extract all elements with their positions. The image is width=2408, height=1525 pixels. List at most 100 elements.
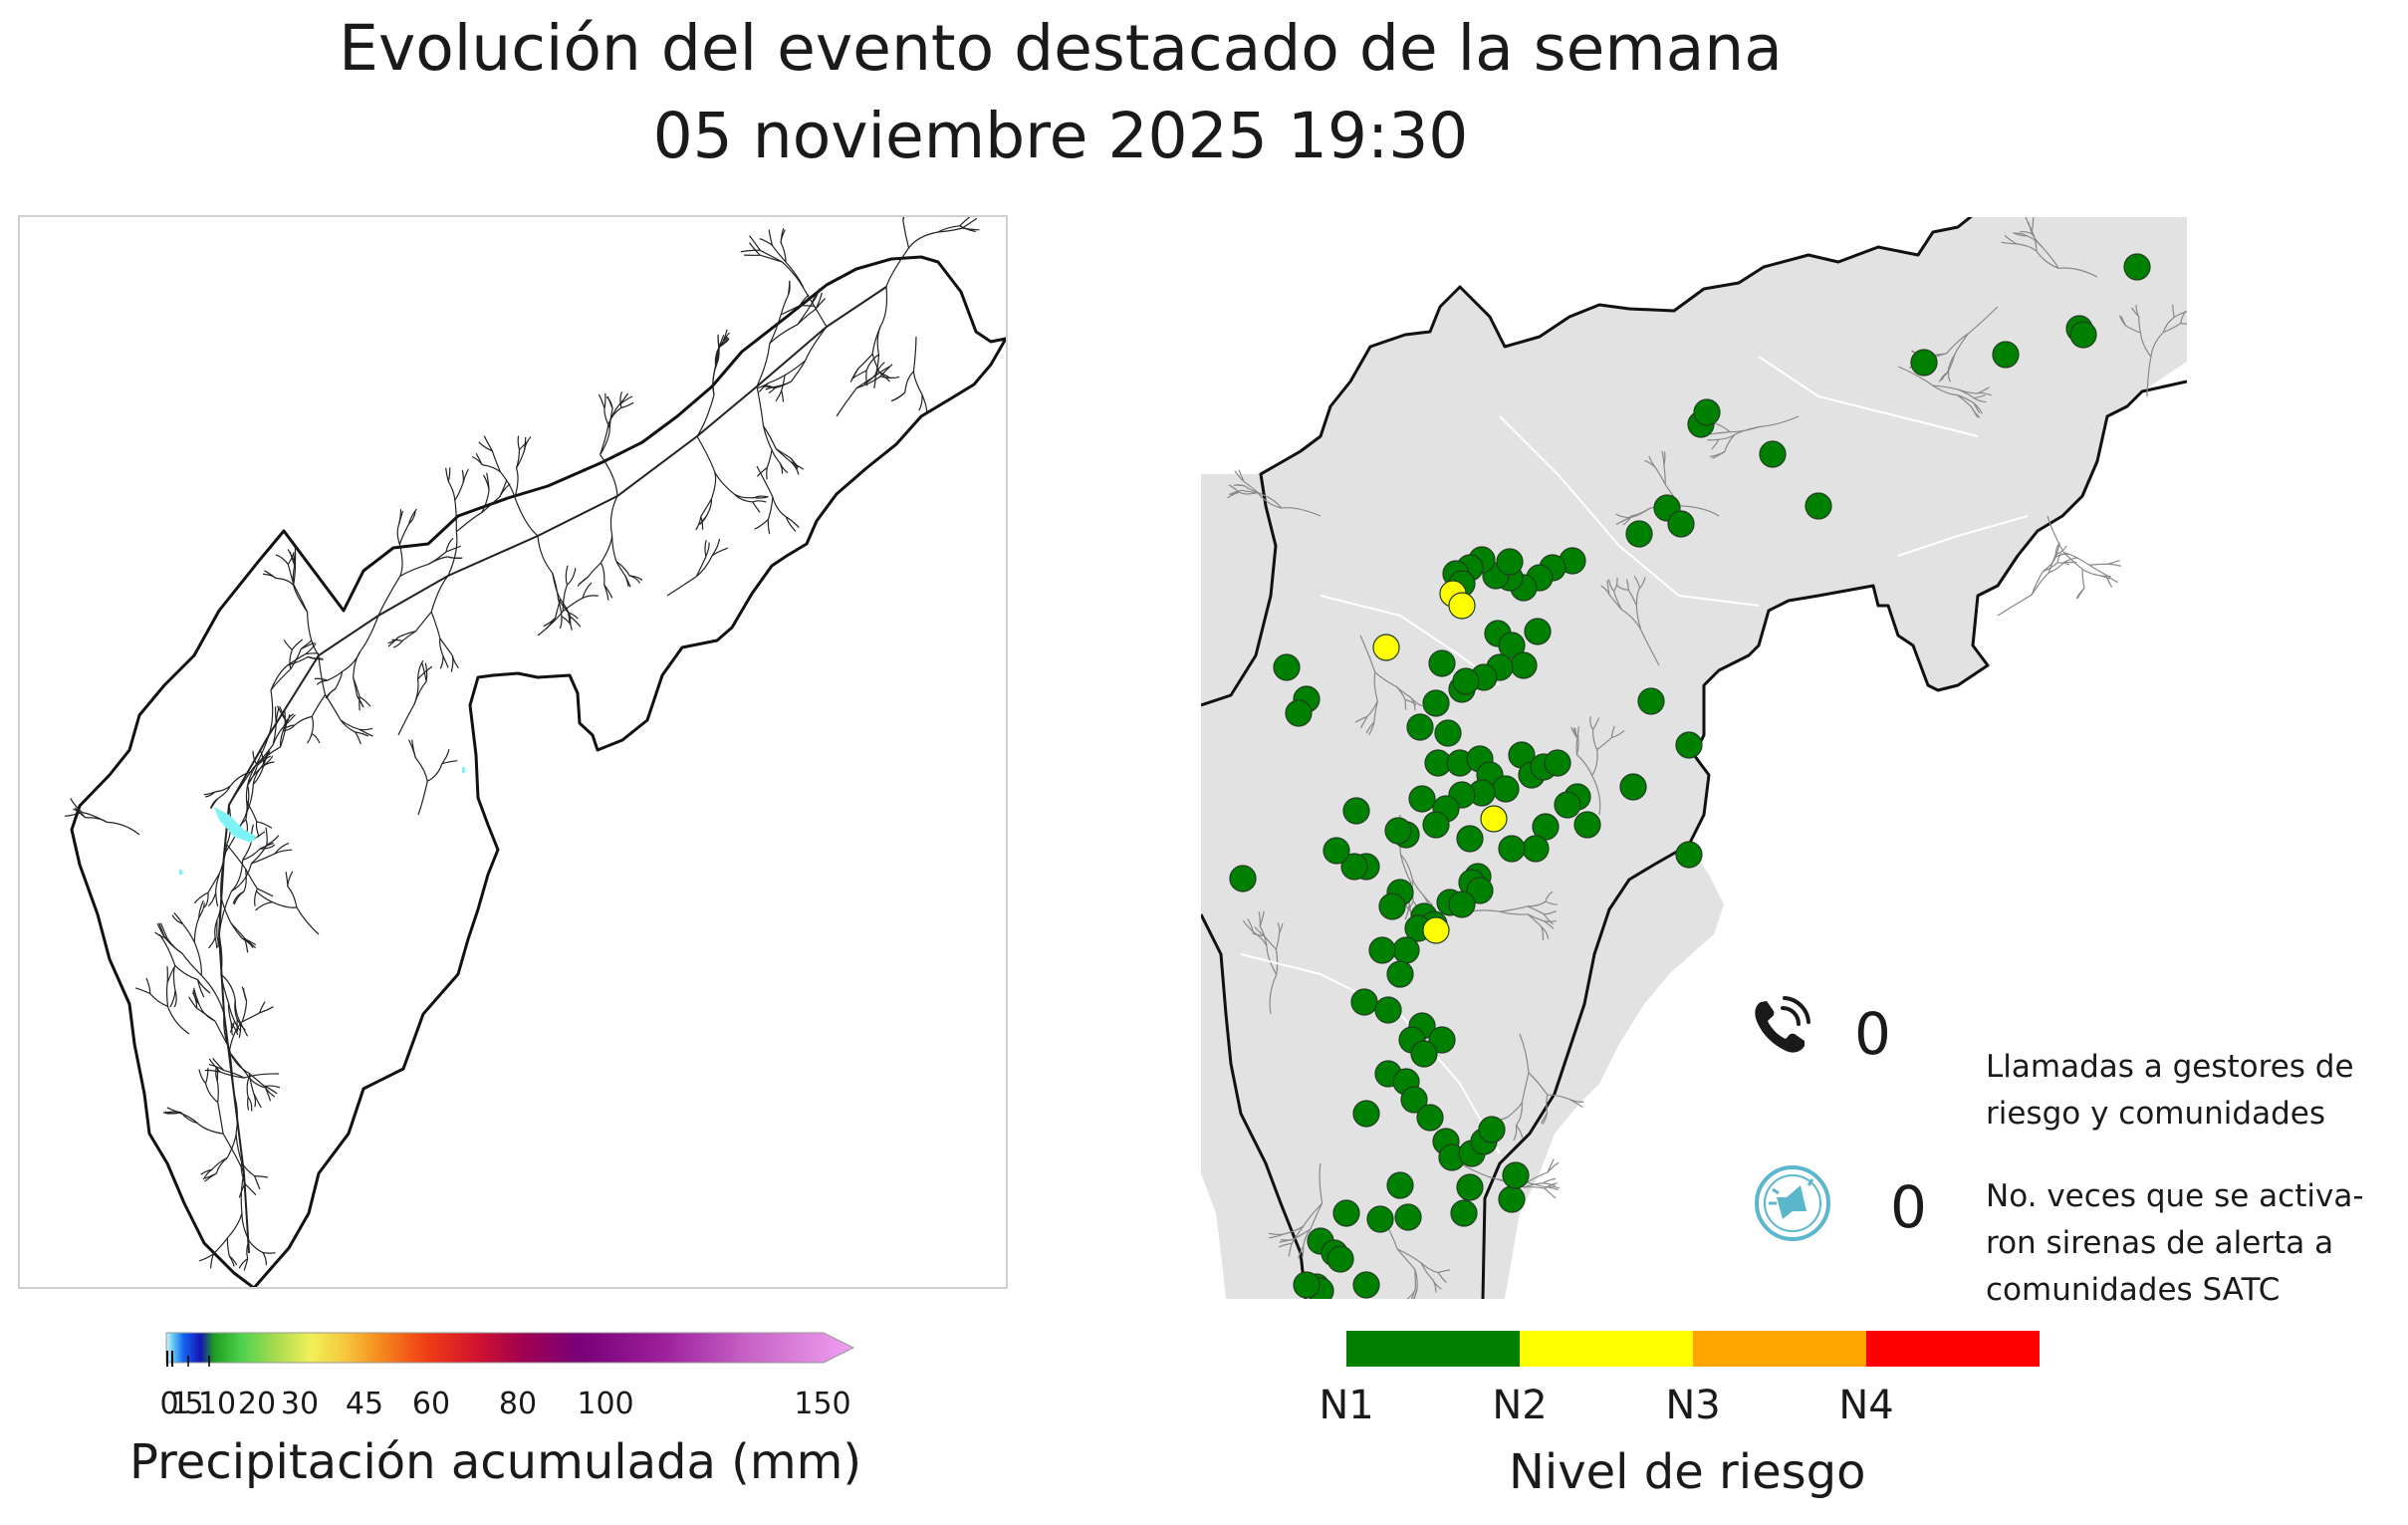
river-segment [1591,729,1598,750]
river-segment [2081,568,2100,577]
risk-legend-label: Nivel de riesgo [1509,1444,1866,1500]
river-segment [1414,1269,1416,1290]
river-segment [262,573,277,579]
river-segment [1283,1225,1305,1235]
river-segment [228,1255,235,1267]
river-segment [226,844,246,870]
river-segment [447,481,456,501]
river-segment [1404,904,1410,920]
river-segment [1397,1248,1422,1264]
station-marker-n1 [1408,785,1436,813]
river-segment [247,1096,253,1112]
river-segment [543,617,557,628]
river-segment [260,755,274,769]
river-segment [2042,247,2059,269]
river-segment [1613,577,1618,592]
river-segment [204,1068,209,1084]
river-segment [214,936,218,949]
river-segment [962,227,980,231]
river-segment [265,1087,276,1098]
river-segment [2081,569,2085,589]
risk-legend-n2 [1520,1331,1693,1367]
sirens-description: No. veces que se activa-ron sirenas de a… [1986,1178,2364,1308]
river-segment [236,1019,239,1032]
river-segment [243,869,247,892]
river-segment [445,467,449,482]
river-segment [173,911,184,924]
river-segment [254,1175,269,1178]
colorbar-tick-5: 5 [184,1387,204,1421]
station-marker-n1 [1524,618,1552,645]
station-marker-n1 [1323,837,1350,865]
river-segment [247,765,258,786]
river-segment [73,808,87,819]
river-segment [255,821,260,838]
river-segment [2001,241,2017,245]
river-segment [198,902,205,918]
river-segment [1280,1238,1294,1241]
siren-icon-svg [1755,1165,1830,1241]
river-segment [447,556,461,559]
river-segment [204,1172,217,1179]
river-segment [256,821,273,829]
river-segment [196,1007,216,1022]
station-marker-n1 [1434,719,1462,747]
risk-legend-n4 [1866,1331,2040,1367]
river-segment [1547,1161,1560,1173]
river-segment [455,512,482,533]
river-segment [871,354,880,374]
river-segment [414,757,428,782]
river-segment [359,727,373,731]
river-segment [1640,630,1660,666]
river-segment [1544,919,1557,922]
risk-tick-n4: N4 [1838,1383,1894,1428]
river-segment [220,973,236,1001]
river-segment [598,393,605,409]
river-segment [262,1252,268,1266]
river-segment [912,336,917,372]
colorbar-tick-1: 1 [170,1387,190,1421]
river-segment [2036,250,2059,269]
river-segment [217,1102,224,1135]
river-segment [2139,333,2152,358]
river-segment [1254,926,1265,936]
river-segment [782,261,805,289]
river-segment [289,649,293,669]
river-segment [1400,854,1414,881]
river-segment [2063,552,2090,566]
river-segment [1354,715,1368,723]
river-segment [797,303,813,326]
river-segment [1521,1072,1530,1104]
river-segment [603,392,606,409]
river-segment [1527,1181,1547,1188]
river-segment [70,798,83,814]
station-marker-n1 [1496,548,1524,576]
river-segment [603,584,613,599]
river-segment [603,407,610,428]
river-segment [1976,386,1990,394]
river-segment [245,819,249,832]
river-segment [767,497,774,520]
river-segment [202,1168,213,1180]
river-segment [1319,1162,1324,1204]
river-segment [937,227,963,233]
river-segment [196,979,211,994]
river-segment [1373,671,1378,702]
river-segment [326,688,336,699]
river-segment [265,827,268,846]
river-segment [700,498,712,518]
river-segment [229,770,253,787]
main-river [1499,415,1760,607]
station-marker-n1 [1378,892,1406,920]
colorbar-tick-45: 45 [345,1387,384,1421]
river-segment [904,371,914,392]
river-segment [481,496,501,514]
sirens-count: 0 [1890,1173,1927,1241]
river-segment [863,374,876,385]
river-segment [2063,557,2078,563]
river-segment [454,500,457,532]
river-segment [1244,485,1261,494]
river-segment [198,899,204,918]
river-segment [1635,588,1640,606]
river-segment [233,890,245,905]
